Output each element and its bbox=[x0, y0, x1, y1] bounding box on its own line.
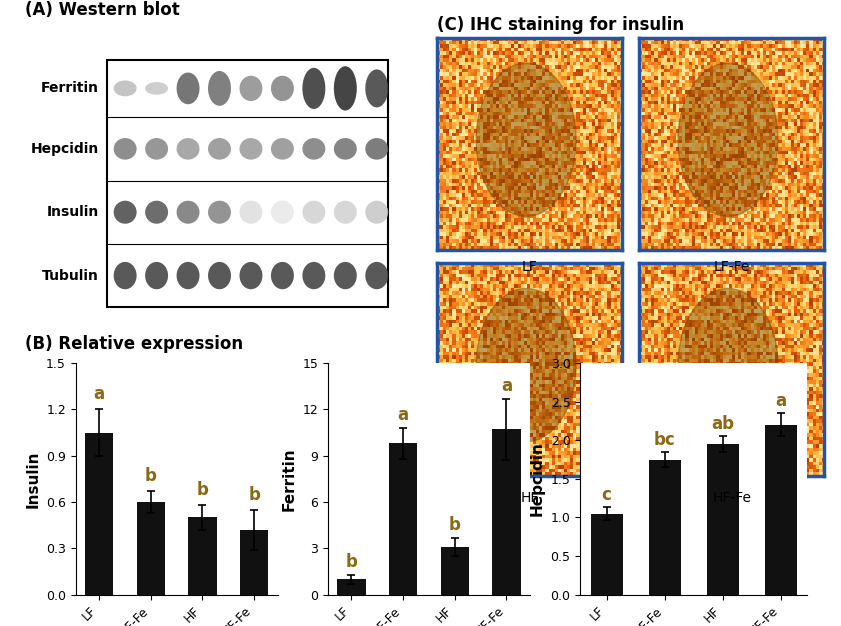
Ellipse shape bbox=[177, 262, 199, 289]
Ellipse shape bbox=[271, 138, 294, 160]
Ellipse shape bbox=[365, 262, 389, 289]
Ellipse shape bbox=[114, 138, 136, 160]
Text: LF-Fe: LF-Fe bbox=[713, 260, 750, 274]
Bar bbox=[441, 547, 469, 595]
Y-axis label: Insulin: Insulin bbox=[25, 450, 40, 508]
Ellipse shape bbox=[334, 66, 357, 111]
Bar bbox=[136, 502, 165, 595]
Bar bbox=[707, 444, 739, 595]
Y-axis label: Hepcidin: Hepcidin bbox=[530, 441, 545, 516]
Ellipse shape bbox=[145, 201, 168, 223]
Text: HF: HF bbox=[521, 491, 539, 505]
Text: c: c bbox=[601, 486, 611, 505]
Polygon shape bbox=[678, 63, 778, 217]
Text: a: a bbox=[501, 377, 512, 395]
Ellipse shape bbox=[303, 201, 325, 223]
Ellipse shape bbox=[240, 201, 262, 223]
Text: (C) IHC staining for insulin: (C) IHC staining for insulin bbox=[437, 16, 685, 34]
Ellipse shape bbox=[240, 76, 262, 101]
Ellipse shape bbox=[114, 81, 136, 96]
Bar bbox=[590, 513, 622, 595]
Text: ab: ab bbox=[711, 415, 734, 433]
Ellipse shape bbox=[177, 201, 199, 223]
Text: b: b bbox=[346, 553, 357, 571]
Ellipse shape bbox=[334, 201, 357, 223]
Bar bbox=[765, 425, 797, 595]
Ellipse shape bbox=[240, 138, 262, 160]
Bar bbox=[107, 59, 388, 307]
Ellipse shape bbox=[208, 71, 231, 106]
Ellipse shape bbox=[303, 262, 325, 289]
Text: (A) Western blot: (A) Western blot bbox=[25, 1, 180, 19]
Ellipse shape bbox=[208, 262, 231, 289]
Bar bbox=[337, 579, 366, 595]
Ellipse shape bbox=[114, 201, 136, 223]
Ellipse shape bbox=[334, 262, 357, 289]
Ellipse shape bbox=[208, 201, 231, 223]
Text: b: b bbox=[248, 486, 260, 503]
Text: HF-Fe: HF-Fe bbox=[712, 491, 751, 505]
Polygon shape bbox=[476, 63, 576, 217]
Y-axis label: Ferritin: Ferritin bbox=[282, 447, 297, 511]
Ellipse shape bbox=[271, 262, 294, 289]
Ellipse shape bbox=[303, 68, 325, 109]
Ellipse shape bbox=[365, 201, 389, 223]
Ellipse shape bbox=[145, 138, 168, 160]
Ellipse shape bbox=[365, 69, 389, 108]
Text: a: a bbox=[398, 406, 409, 424]
Bar bbox=[389, 443, 417, 595]
Ellipse shape bbox=[334, 138, 357, 160]
Bar bbox=[85, 433, 114, 595]
Text: b: b bbox=[145, 467, 156, 485]
Ellipse shape bbox=[208, 138, 231, 160]
Text: a: a bbox=[93, 385, 104, 403]
Text: LF: LF bbox=[522, 260, 537, 274]
Text: Tubulin: Tubulin bbox=[42, 269, 99, 282]
Bar bbox=[492, 429, 521, 595]
Text: Ferritin: Ferritin bbox=[41, 81, 99, 95]
Ellipse shape bbox=[365, 138, 389, 160]
Text: (B) Relative expression: (B) Relative expression bbox=[25, 335, 243, 353]
Ellipse shape bbox=[240, 262, 262, 289]
Ellipse shape bbox=[145, 262, 168, 289]
Text: Hepcidin: Hepcidin bbox=[31, 142, 99, 156]
Ellipse shape bbox=[303, 138, 325, 160]
Polygon shape bbox=[476, 289, 576, 442]
Bar bbox=[648, 459, 680, 595]
Polygon shape bbox=[678, 289, 778, 442]
Text: b: b bbox=[197, 481, 209, 499]
Bar bbox=[240, 530, 268, 595]
Ellipse shape bbox=[177, 73, 199, 105]
Bar bbox=[188, 518, 217, 595]
Text: bc: bc bbox=[653, 431, 675, 449]
Ellipse shape bbox=[145, 82, 168, 95]
Ellipse shape bbox=[114, 262, 136, 289]
Ellipse shape bbox=[177, 138, 199, 160]
Ellipse shape bbox=[271, 201, 294, 223]
Text: Insulin: Insulin bbox=[47, 205, 99, 219]
Text: b: b bbox=[449, 516, 461, 534]
Ellipse shape bbox=[271, 76, 294, 101]
Text: a: a bbox=[775, 392, 786, 410]
